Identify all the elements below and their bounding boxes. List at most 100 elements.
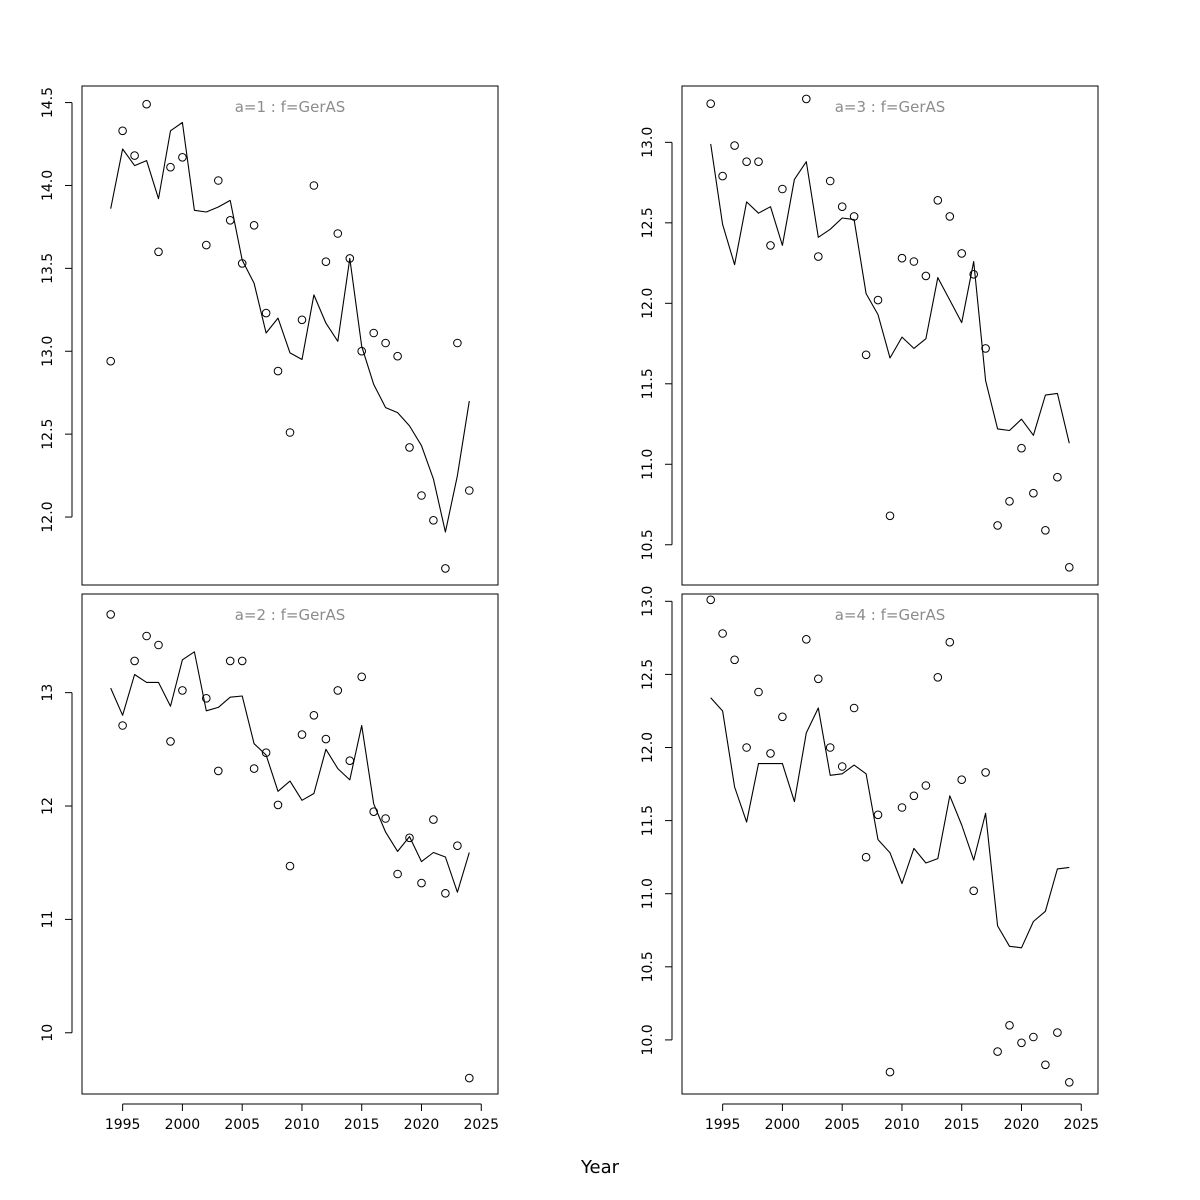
observed-point — [429, 516, 438, 525]
observed-point — [369, 328, 379, 338]
observed-point — [237, 656, 247, 666]
observed-point — [766, 241, 775, 250]
x-tick-label: 2000 — [165, 1117, 201, 1133]
observed-point — [981, 344, 990, 353]
observed-point — [417, 491, 426, 500]
observed-point — [873, 295, 883, 305]
observed-point — [825, 743, 835, 752]
y-tick-label: 13.5 — [40, 253, 56, 284]
plot-frame — [81, 85, 499, 586]
y-tick-label: 12.0 — [640, 732, 656, 763]
observed-point — [1065, 1078, 1074, 1087]
observed-point — [441, 889, 450, 898]
observed-point — [849, 212, 859, 221]
observed-point — [921, 271, 931, 281]
observed-point — [309, 181, 319, 190]
observed-point — [417, 878, 426, 888]
observed-point — [766, 749, 775, 758]
x-axis-left: 1995 2000 2005 2010 2015 2020 2025 — [105, 1103, 499, 1133]
observed-point — [249, 764, 259, 773]
observed-point — [754, 157, 763, 166]
panel-title: a=3 : f=GerAS — [835, 98, 946, 116]
x-tick-label: 2005 — [824, 1117, 860, 1133]
observed-point — [1041, 1060, 1050, 1070]
observed-point — [453, 841, 462, 851]
y-tick-label: 13.0 — [640, 127, 656, 158]
observed-point — [357, 672, 367, 682]
plot-frame — [681, 593, 1099, 1095]
observed-point — [369, 807, 379, 817]
y-tick-label: 12.5 — [640, 659, 656, 690]
plot-frame — [681, 85, 1099, 586]
observed-point — [933, 673, 943, 682]
observed-point — [1053, 1028, 1062, 1037]
y-tick-label: 11.0 — [640, 878, 656, 909]
observed-point — [118, 721, 127, 730]
observed-point — [214, 176, 223, 185]
observed-point — [873, 810, 883, 820]
observed-point — [778, 184, 787, 194]
y-tick-label: 13.0 — [40, 336, 56, 367]
panel-title: a=4 : f=GerAS — [835, 606, 946, 624]
observed-point — [202, 240, 211, 250]
panel-title: a=1 : f=GerAS — [235, 98, 346, 116]
observed-point — [106, 610, 115, 619]
y-tick-label: 10 — [40, 1024, 56, 1042]
observed-point — [202, 694, 211, 703]
x-tick-label: 2010 — [884, 1117, 920, 1133]
observed-point — [802, 94, 811, 104]
observed-point — [261, 748, 271, 758]
observed-point — [957, 249, 967, 258]
observed-point — [885, 511, 895, 521]
x-tick-label: 2010 — [284, 1117, 320, 1133]
observed-point — [297, 730, 307, 739]
y-tick-label: 11.5 — [640, 368, 656, 399]
observed-point — [130, 151, 139, 160]
observed-point — [273, 800, 283, 810]
panel-title: a=2 : f=GerAS — [235, 606, 346, 624]
observed-point — [969, 886, 979, 896]
fitted-line — [110, 121, 470, 533]
observed-point — [237, 259, 247, 268]
observed-point — [333, 686, 343, 695]
x-axis-right: 1995 2000 2005 2010 2015 2020 2025 — [705, 1103, 1099, 1133]
observed-point — [754, 687, 763, 697]
x-tick-label: 2025 — [463, 1117, 499, 1133]
observed-point — [249, 221, 259, 230]
fitted-line — [710, 143, 1070, 444]
fitted-line — [710, 697, 1070, 949]
observed-point — [718, 171, 727, 181]
observed-point — [861, 350, 871, 360]
x-tick-label: 1995 — [705, 1117, 741, 1133]
observed-point — [742, 157, 751, 166]
observed-point — [285, 861, 295, 871]
y-tick-label: 12.0 — [40, 501, 56, 532]
observed-point — [142, 99, 151, 109]
observed-point — [321, 257, 331, 267]
observed-point — [993, 1047, 1002, 1056]
observed-point — [909, 791, 919, 801]
observed-point — [166, 737, 175, 746]
observed-point — [465, 1073, 474, 1083]
observed-point — [393, 351, 402, 361]
panel-a1: 12.0 12.5 13.0 13.5 14.0 14.5 a=1 : f=GerAS — [40, 85, 499, 586]
plot-frame — [81, 593, 499, 1095]
observed-point — [1005, 497, 1014, 506]
observed-point — [778, 712, 787, 722]
y-tick-label: 10.5 — [640, 951, 656, 982]
observed-point — [154, 247, 163, 257]
observed-point — [333, 229, 343, 238]
x-tick-label: 2000 — [765, 1117, 801, 1133]
observed-point — [429, 815, 438, 824]
observed-point — [453, 338, 462, 348]
observed-point — [1041, 526, 1050, 535]
x-tick-label: 2020 — [404, 1117, 440, 1133]
observed-point — [1053, 472, 1062, 482]
observed-point — [106, 356, 115, 366]
fitted-line — [110, 651, 470, 893]
observed-point — [142, 631, 151, 641]
observed-point — [849, 703, 859, 713]
observed-point — [357, 346, 367, 356]
observed-point — [861, 852, 871, 862]
